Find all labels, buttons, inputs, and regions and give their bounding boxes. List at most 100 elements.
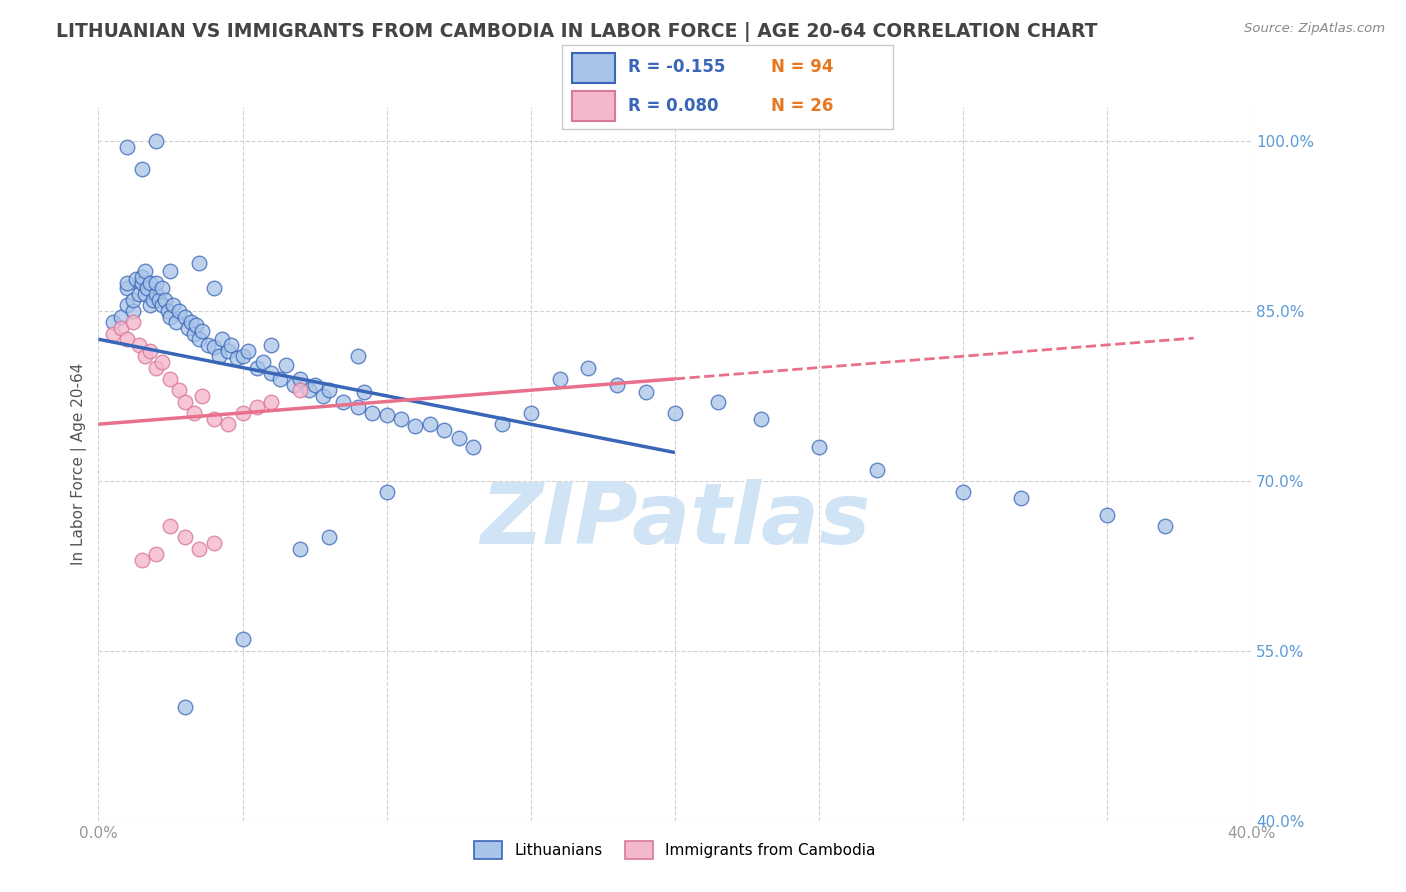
Text: R = -0.155: R = -0.155 [628,59,725,77]
Point [447,431,470,445]
Point [238,343,260,358]
Point [128,338,150,352]
Point [636,385,658,400]
Text: ZIPatlas: ZIPatlas [479,479,870,563]
Point [246,401,269,415]
Point [346,401,368,415]
Point [101,315,124,329]
Point [578,360,600,375]
Text: N = 94: N = 94 [770,59,834,77]
Point [290,541,312,556]
Point [188,332,211,346]
Point [664,406,686,420]
Point [186,318,208,332]
Point [139,343,162,358]
Point [231,349,254,363]
Point [165,315,187,329]
Point [174,394,197,409]
Text: N = 26: N = 26 [770,96,832,114]
Text: Source: ZipAtlas.com: Source: ZipAtlas.com [1244,22,1385,36]
Point [183,406,205,420]
Point [131,162,153,177]
Point [191,389,214,403]
Point [606,377,628,392]
Point [122,315,145,329]
Point [211,332,233,346]
Point [202,340,225,354]
Point [269,372,291,386]
Point [217,343,239,358]
Point [202,411,225,425]
Point [217,417,239,432]
Point [122,304,145,318]
Point [117,332,139,346]
Point [159,264,181,278]
Point [290,383,312,397]
Point [419,417,441,432]
Point [180,315,202,329]
Point [150,298,173,312]
Point [174,700,197,714]
Point [298,383,321,397]
Point [174,531,197,545]
Legend: Lithuanians, Immigrants from Cambodia: Lithuanians, Immigrants from Cambodia [467,834,883,866]
Point [153,293,176,307]
Point [159,372,181,386]
Point [177,321,200,335]
Point [145,548,167,562]
Text: R = 0.080: R = 0.080 [628,96,718,114]
FancyBboxPatch shape [572,54,616,83]
Point [139,276,162,290]
Point [208,349,231,363]
Point [202,281,225,295]
Point [188,541,211,556]
Point [159,519,181,533]
Point [145,134,167,148]
Point [145,360,167,375]
Point [117,139,139,153]
Point [433,423,456,437]
Point [219,338,242,352]
Point [346,349,368,363]
Point [1153,519,1175,533]
Point [318,383,340,397]
Point [188,256,211,270]
Point [139,298,162,312]
Point [353,385,375,400]
Point [231,406,254,420]
Point [202,536,225,550]
Point [361,406,384,420]
Point [707,394,730,409]
Point [520,406,543,420]
Point [548,372,571,386]
Point [145,287,167,301]
Point [751,411,773,425]
Point [117,298,139,312]
Point [260,338,283,352]
Point [110,321,132,335]
Point [1097,508,1119,522]
Point [134,264,156,278]
Point [952,485,974,500]
Point [117,281,139,295]
Point [252,355,274,369]
Point [134,287,156,301]
Point [159,310,181,324]
Point [1010,491,1032,505]
Point [134,349,156,363]
Y-axis label: In Labor Force | Age 20-64: In Labor Force | Age 20-64 [72,363,87,565]
Point [312,389,335,403]
Point [125,272,148,286]
Point [375,485,398,500]
Point [156,304,179,318]
Point [807,440,830,454]
Point [162,298,184,312]
Point [117,276,139,290]
Point [304,377,326,392]
Point [283,377,305,392]
Point [260,394,283,409]
Point [131,269,153,284]
Point [142,293,165,307]
FancyBboxPatch shape [572,91,616,120]
Point [225,351,247,366]
